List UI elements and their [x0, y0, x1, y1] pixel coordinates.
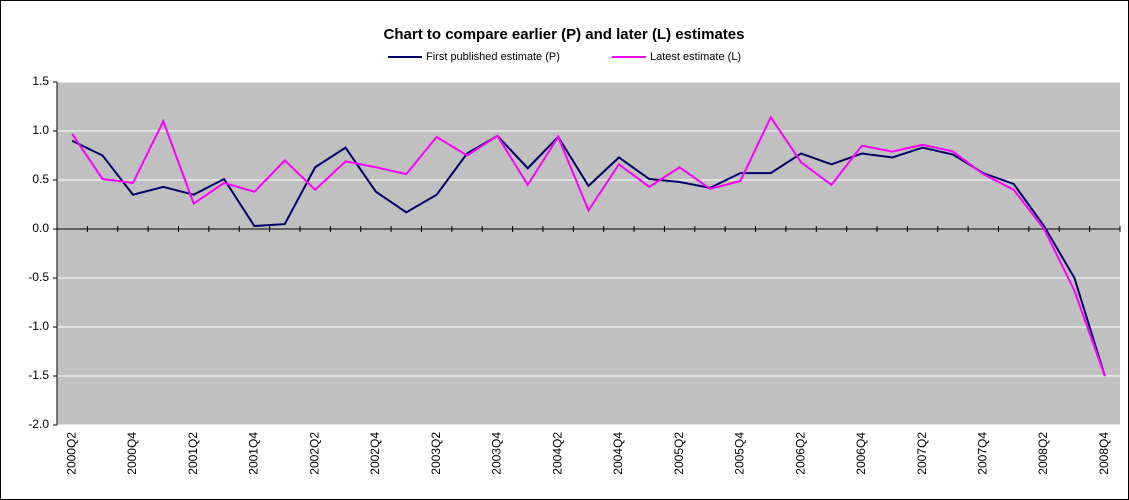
y-tick-label: -2.0	[28, 417, 49, 431]
y-tick-label: 0.5	[32, 172, 49, 186]
legend-label: Latest estimate (L)	[650, 51, 741, 63]
plot-area	[57, 82, 1120, 425]
y-tick-label: -0.5	[28, 270, 49, 284]
series-line	[71, 134, 1106, 377]
chart-title: Chart to compare earlier (P) and later (…	[384, 26, 745, 43]
x-tick-label: 2001Q4	[247, 432, 261, 475]
x-tick-label: 2008Q2	[1036, 432, 1050, 475]
y-tick-label: -1.0	[28, 319, 49, 333]
x-tick-label: 2004Q4	[611, 432, 625, 475]
x-tick-label: 2002Q2	[307, 432, 321, 475]
x-tick-label: 2003Q4	[490, 432, 504, 475]
x-tick-label: 2006Q4	[854, 432, 868, 475]
x-tick-label: 2008Q4	[1097, 432, 1111, 475]
x-tick-label: 2007Q4	[976, 432, 990, 475]
x-tick-label: 2000Q4	[125, 432, 139, 475]
x-tick-label: 2003Q2	[429, 432, 443, 475]
x-tick-label: 2004Q2	[550, 432, 564, 475]
x-tick-label: 2006Q2	[793, 432, 807, 475]
y-tick-label: 1.5	[32, 74, 49, 88]
legend-label: First published estimate (P)	[426, 51, 560, 63]
y-tick-label: 1.0	[32, 123, 49, 137]
y-tick-label: -1.5	[28, 368, 49, 382]
x-tick-label: 2007Q2	[915, 432, 929, 475]
x-tick-label: 2000Q2	[64, 432, 78, 475]
x-tick-label: 2005Q2	[672, 432, 686, 475]
series-line	[71, 115, 1106, 377]
x-tick-label: 2001Q2	[186, 432, 200, 475]
y-tick-label: 0.0	[32, 221, 49, 235]
x-tick-label: 2002Q4	[368, 432, 382, 475]
x-tick-label: 2005Q4	[733, 432, 747, 475]
